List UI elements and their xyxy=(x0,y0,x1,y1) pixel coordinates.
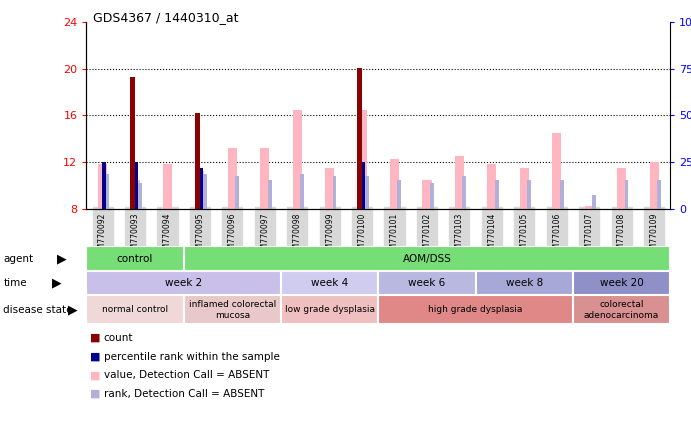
Bar xyxy=(378,271,475,295)
Text: ■: ■ xyxy=(90,389,100,399)
Bar xyxy=(365,176,369,209)
Text: ▶: ▶ xyxy=(68,303,77,316)
Bar xyxy=(203,174,207,209)
Bar xyxy=(325,168,334,209)
Bar xyxy=(200,168,203,209)
Bar xyxy=(135,162,138,209)
Text: week 6: week 6 xyxy=(408,278,446,288)
Bar xyxy=(102,162,106,209)
Bar xyxy=(300,174,304,209)
Text: GDS4367 / 1440310_at: GDS4367 / 1440310_at xyxy=(93,11,239,24)
Bar xyxy=(422,179,431,209)
Bar xyxy=(625,179,628,209)
Bar xyxy=(397,179,401,209)
Text: colorectal
adenocarcinoma: colorectal adenocarcinoma xyxy=(584,300,659,320)
Text: week 20: week 20 xyxy=(600,278,643,288)
Bar xyxy=(86,295,184,324)
Bar xyxy=(362,162,365,209)
Text: ■: ■ xyxy=(90,333,100,343)
Bar xyxy=(228,148,237,209)
Bar xyxy=(98,164,107,209)
Bar xyxy=(267,179,272,209)
Bar xyxy=(520,168,529,209)
Bar xyxy=(560,179,564,209)
Bar xyxy=(131,179,140,209)
Text: disease state: disease state xyxy=(3,305,73,315)
Text: ■: ■ xyxy=(90,352,100,362)
Bar xyxy=(357,110,367,209)
Bar xyxy=(130,77,135,209)
Bar xyxy=(430,183,434,209)
Bar xyxy=(617,168,626,209)
Bar xyxy=(184,295,281,324)
Bar xyxy=(332,176,337,209)
Bar xyxy=(195,113,200,209)
Text: value, Detection Call = ABSENT: value, Detection Call = ABSENT xyxy=(104,370,269,381)
Bar xyxy=(163,164,172,209)
Text: week 2: week 2 xyxy=(165,278,202,288)
Bar xyxy=(378,295,573,324)
Bar xyxy=(196,171,205,209)
Bar xyxy=(475,271,573,295)
Bar xyxy=(455,156,464,209)
Bar xyxy=(138,183,142,209)
Text: inflamed colorectal
mucosa: inflamed colorectal mucosa xyxy=(189,300,276,320)
Text: count: count xyxy=(104,333,133,343)
Bar xyxy=(261,148,269,209)
Bar xyxy=(235,176,239,209)
Text: week 8: week 8 xyxy=(506,278,543,288)
Text: rank, Detection Call = ABSENT: rank, Detection Call = ABSENT xyxy=(104,389,264,399)
Bar xyxy=(106,174,109,209)
Bar xyxy=(657,179,661,209)
Text: ■: ■ xyxy=(90,370,100,381)
Bar xyxy=(592,194,596,209)
Bar xyxy=(293,110,302,209)
Bar xyxy=(281,271,379,295)
Text: ▶: ▶ xyxy=(52,277,61,289)
Bar xyxy=(357,67,362,209)
Bar xyxy=(650,162,659,209)
Bar xyxy=(462,176,466,209)
Text: AOM/DSS: AOM/DSS xyxy=(403,254,451,264)
Text: control: control xyxy=(117,254,153,264)
Text: low grade dysplasia: low grade dysplasia xyxy=(285,305,375,314)
Bar xyxy=(487,164,496,209)
Bar xyxy=(86,246,184,271)
Bar xyxy=(573,295,670,324)
Bar xyxy=(527,179,531,209)
Bar xyxy=(495,179,499,209)
Bar xyxy=(573,271,670,295)
Text: normal control: normal control xyxy=(102,305,168,314)
Text: week 4: week 4 xyxy=(311,278,348,288)
Bar xyxy=(390,159,399,209)
Bar xyxy=(552,133,561,209)
Text: high grade dysplasia: high grade dysplasia xyxy=(428,305,523,314)
Text: time: time xyxy=(3,278,27,288)
Bar xyxy=(281,295,379,324)
Text: ▶: ▶ xyxy=(57,252,66,265)
Bar xyxy=(86,271,281,295)
Bar xyxy=(184,246,670,271)
Bar xyxy=(585,206,594,209)
Text: agent: agent xyxy=(3,254,34,264)
Text: percentile rank within the sample: percentile rank within the sample xyxy=(104,352,280,362)
